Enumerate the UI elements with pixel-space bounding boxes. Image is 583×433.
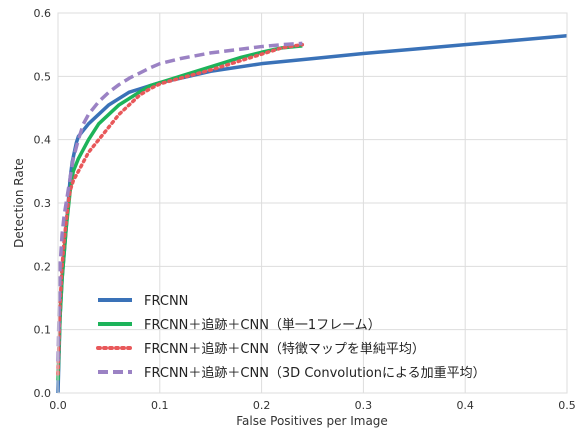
x-tick-label: 0.3 — [355, 399, 373, 412]
legend-label-4: FRCNN＋追跡＋CNN（3D Convolutionによる加重平均） — [144, 365, 486, 381]
y-tick-label: 0.2 — [34, 260, 52, 273]
y-tick-label: 0.4 — [34, 134, 52, 147]
x-tick-label: 0.4 — [456, 399, 474, 412]
plot-frame — [57, 12, 568, 394]
y-tick-label: 0.0 — [34, 387, 52, 400]
axes: 0.0 0.1 0.2 0.3 0.4 0.5 0.0 0.1 0.2 0.3 0.4 0.5 0.6 — [34, 7, 576, 412]
x-tick-label: 0.0 — [49, 399, 67, 412]
y-tick-label: 0.1 — [34, 324, 52, 337]
legend-label-3: FRCNN＋追跡＋CNN（特徴マップを単純平均） — [144, 341, 425, 357]
y-tick-label: 0.6 — [34, 7, 52, 20]
series-layer — [56, 34, 568, 394]
grid — [57, 12, 568, 394]
y-tick-label: 0.3 — [34, 197, 52, 210]
series-line-2 — [56, 44, 303, 381]
y-axis-label: Detection Rate — [12, 158, 26, 248]
x-tick-label: 0.1 — [151, 399, 169, 412]
x-tick-label: 0.2 — [253, 399, 271, 412]
legend: FRCNN FRCNN＋追跡＋CNN（単一1フレーム） FRCNN＋追跡＋CNN（特… — [96, 294, 486, 381]
legend-label-1: FRCNN — [144, 294, 188, 309]
series-line-3 — [56, 42, 305, 376]
y-tick-label: 0.5 — [34, 70, 52, 83]
x-tick-label: 0.5 — [558, 399, 576, 412]
legend-label-2: FRCNN＋追跡＋CNN（単一1フレーム） — [144, 317, 381, 333]
x-axis-label: False Positives per Image — [236, 414, 388, 428]
series-line-4 — [56, 41, 303, 362]
